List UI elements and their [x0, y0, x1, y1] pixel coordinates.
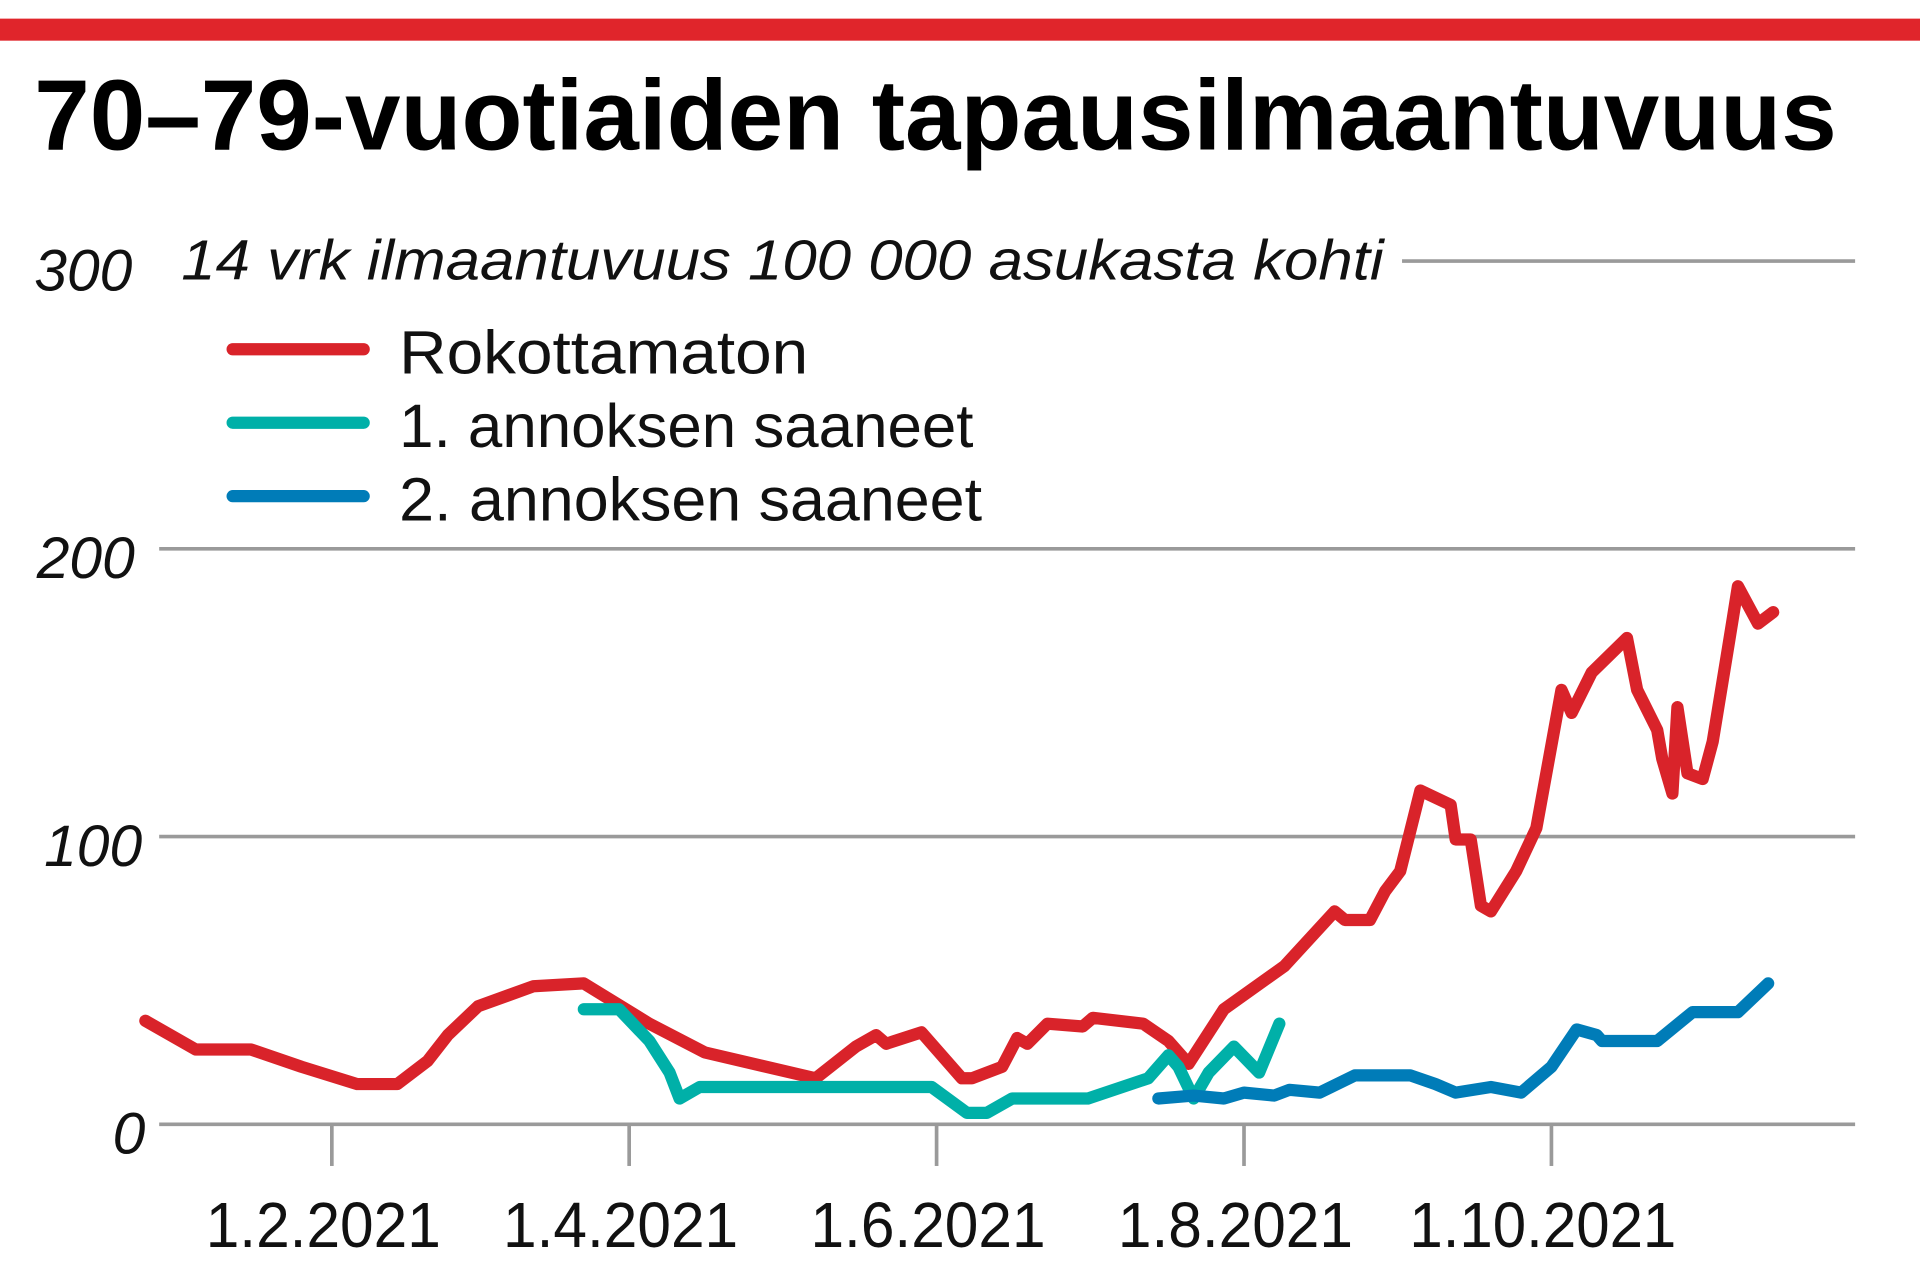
- series-line-1: [139, 580, 1780, 1091]
- y-tick-label: 100: [44, 814, 142, 879]
- x-tick-label: 1.10.2021: [1409, 1190, 1676, 1261]
- y-tick-label: 300: [34, 238, 132, 303]
- x-tick-label: 1.8.2021: [1118, 1190, 1353, 1261]
- chart-title: 70–79-vuotiaiden tapausilmaantuvuus: [34, 60, 1836, 172]
- x-tick-label: 1.6.2021: [810, 1190, 1045, 1261]
- x-axis: 1.2.2021 1.4.2021 1.6.2021 1.8.2021 1.10.202…: [206, 1124, 1676, 1261]
- chart-subtitle: 14 vrk ilmaantuvuus 100 000 asukasta koh…: [181, 228, 1385, 291]
- x-tick-label: 1.2.2021: [206, 1190, 441, 1261]
- series-lines: [139, 580, 1780, 1119]
- legend-label: 1. annoksen saaneet: [399, 392, 973, 460]
- top-accent-bar: [0, 18, 1920, 41]
- y-axis-labels: 0 100 200 300: [34, 238, 145, 1166]
- legend-label: Rokottamaton: [399, 319, 808, 387]
- series-line-2: [577, 1003, 1286, 1119]
- series-line-3: [1152, 977, 1775, 1105]
- gridlines: [159, 259, 1856, 1127]
- y-tick-label: 0: [113, 1102, 146, 1167]
- y-tick-label: 200: [36, 526, 135, 591]
- x-tick-label: 1.4.2021: [503, 1190, 738, 1261]
- legend-label: 2. annoksen saaneet: [399, 466, 982, 534]
